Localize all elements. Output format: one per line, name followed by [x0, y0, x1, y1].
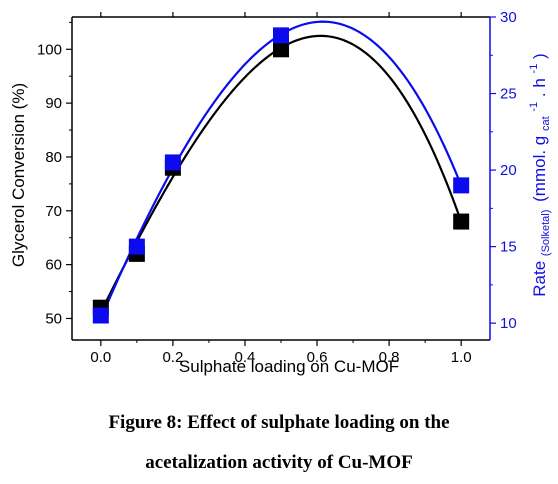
- x-axis-title: Sulphate loading on Cu-MOF: [179, 357, 399, 376]
- marker-series-1: [453, 213, 470, 230]
- data-markers: [92, 27, 470, 324]
- x-tick-label: 0.4: [235, 349, 256, 366]
- fit-curve-series-1: [99, 34, 463, 313]
- rate-units-sub: cat: [540, 116, 552, 131]
- y-tick-label-left: 50: [45, 310, 62, 327]
- x-tick-label: 0.8: [379, 349, 400, 366]
- y-tick-label-right: 15: [500, 239, 517, 256]
- x-tick-label: 0.2: [162, 349, 183, 366]
- y-tick-label-right: 25: [500, 86, 517, 103]
- y-axis-title-right: Rate (Solketal) (mmol. g cat -1 . h -1 ): [522, 53, 553, 296]
- x-tick-label: 0.0: [90, 349, 111, 366]
- chart: 0.0 0.2 0.4 0.6 0.8 1.0 50 60 70 80 90 100 10 15 20 25 3…: [9, 9, 553, 376]
- rate-units-start: (mmol. g: [530, 136, 549, 202]
- figure-caption-line-1: Figure 8: Effect of sulphate loading on …: [108, 412, 450, 433]
- y-tick-label-left: 60: [45, 257, 62, 274]
- marker-series-2: [273, 27, 289, 44]
- marker-series-2: [128, 238, 145, 255]
- fit-curves: [99, 20, 463, 319]
- x-tick-label: 0.6: [307, 349, 328, 366]
- y-tick-label-right: 20: [500, 162, 517, 179]
- rate-subscript: (Solketal): [540, 210, 552, 256]
- marker-series-2: [453, 177, 470, 194]
- rate-units-mid: . h: [530, 78, 549, 97]
- x-tick-label: 1.0: [451, 349, 472, 366]
- y-tick-label-right: 30: [500, 9, 517, 26]
- marker-series-2: [164, 154, 181, 171]
- rate-label: Rate: [530, 261, 549, 297]
- fit-curve-series-2: [99, 20, 463, 319]
- y-axis-title-left: Glycerol Conversion (%): [9, 83, 28, 267]
- y-tick-label-left: 80: [45, 149, 62, 166]
- tick-labels: 0.0 0.2 0.4 0.6 0.8 1.0 50 60 70 80 90 100 10 15 20 25 3…: [37, 9, 517, 366]
- y-tick-label-left: 90: [45, 95, 62, 112]
- y-tick-label-left: 100: [37, 41, 62, 58]
- y-tick-label-right: 10: [500, 315, 517, 332]
- figure-caption-line-2: acetalization activity of Cu-MOF: [145, 452, 413, 473]
- rate-units-end: ): [530, 53, 549, 59]
- rate-units-sup1: -1: [528, 102, 540, 112]
- rate-units-sup2: -1: [528, 64, 540, 74]
- marker-series-2: [92, 307, 109, 324]
- marker-series-1: [273, 41, 289, 58]
- plot-axes: [66, 12, 496, 346]
- y-tick-label-left: 70: [45, 203, 62, 220]
